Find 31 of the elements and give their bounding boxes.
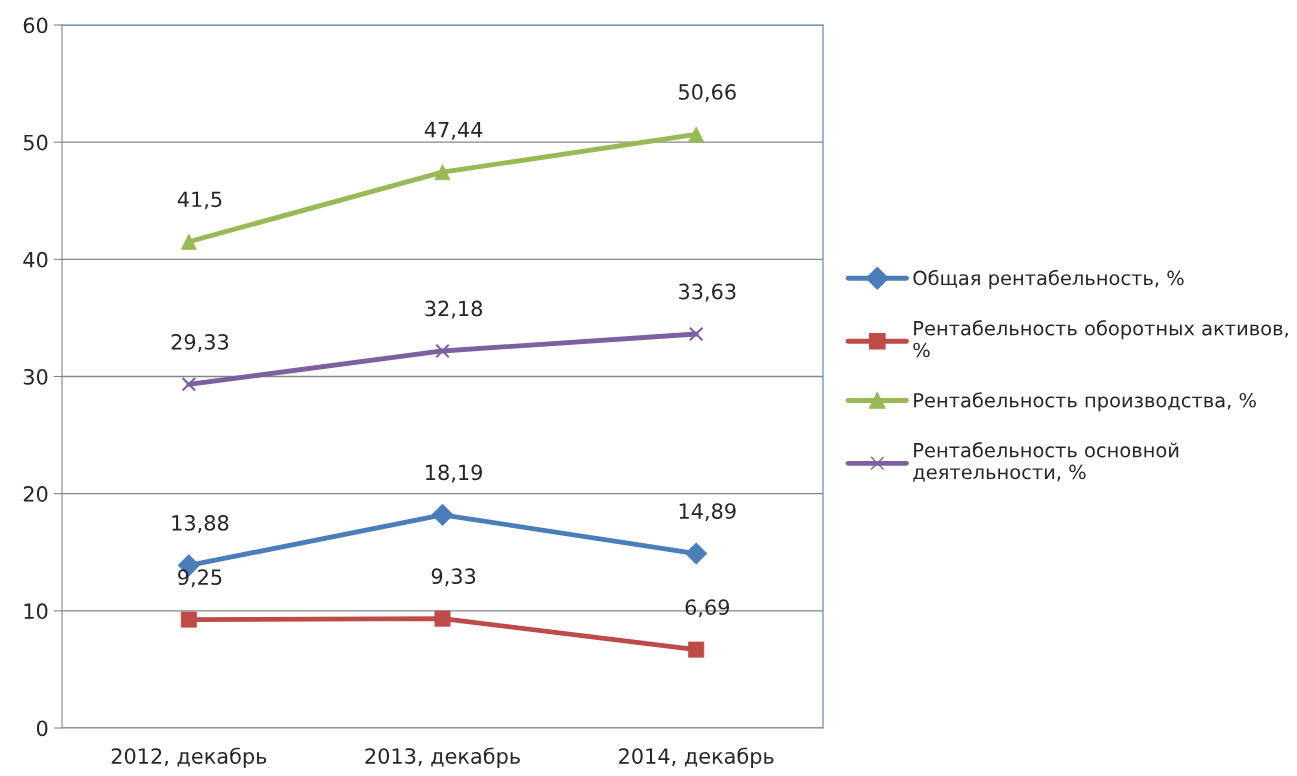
data-label: 18,19 [426, 464, 482, 483]
y-tick-label: 20 [23, 486, 48, 502]
data-label: 33,63 [679, 283, 736, 302]
y-tick-label: 60 [23, 17, 48, 34]
y-tick-label: 0 [36, 720, 48, 737]
data-label: 13,88 [172, 515, 229, 533]
y-tick-label: 50 [23, 134, 48, 151]
point [435, 343, 450, 359]
data-label: 9,33 [431, 568, 476, 587]
legend-label: Рентабельность основной деятельности, % [913, 442, 1179, 482]
point [688, 326, 704, 342]
data-label: 47,44 [424, 122, 483, 140]
x-tick-label: 2013, декабрь [365, 747, 520, 768]
x-tick-label: 2012, декабрь [111, 747, 267, 768]
data-label: 50,66 [679, 84, 736, 102]
data-label: 9,25 [178, 569, 222, 588]
data-label: 14,89 [679, 503, 736, 522]
point [181, 377, 197, 392]
y-tick-label: 30 [23, 368, 48, 385]
legend-label: Рентабельность оборотных активов, % [913, 320, 1288, 358]
point [688, 126, 705, 143]
data-label: 41,5 [177, 191, 222, 210]
data-label: 6,69 [685, 599, 730, 618]
y-tick-label: 10 [24, 603, 48, 620]
legend-label: Рентабельность производства, % [914, 392, 1256, 412]
data-label: 29,33 [171, 334, 229, 352]
legend-label: Общая рентабельность, % [913, 269, 1184, 290]
point [685, 542, 708, 565]
y-tick-label: 40 [23, 251, 48, 268]
x-tick-label: 2014, декабрь [619, 747, 774, 768]
data-label: 32,18 [425, 300, 483, 319]
